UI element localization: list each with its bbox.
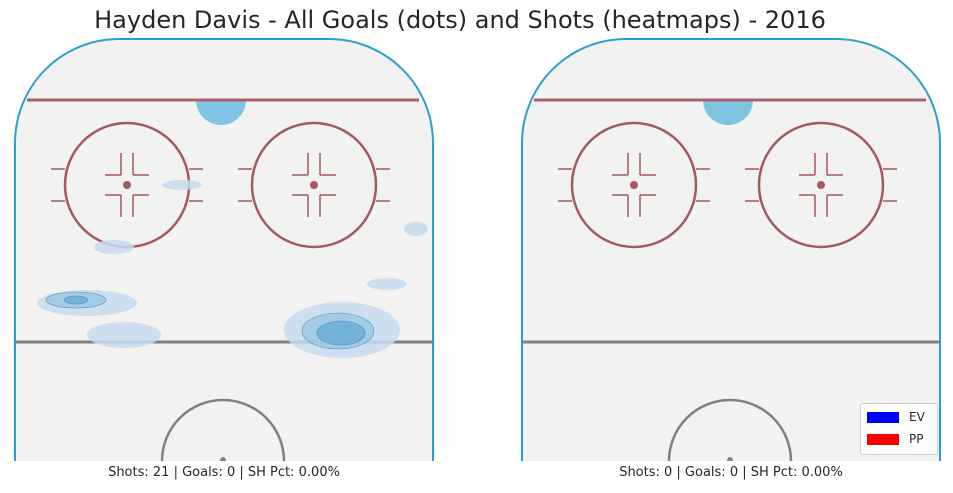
legend: EV PP bbox=[860, 403, 938, 455]
legend-item-ev: EV bbox=[867, 409, 925, 425]
shot-heat-region bbox=[63, 295, 89, 305]
legend-swatch-ev bbox=[867, 411, 899, 423]
faceoff-dot-left bbox=[123, 181, 131, 189]
center-ice-circle bbox=[667, 398, 793, 461]
left-rink-panel bbox=[14, 38, 434, 461]
faceoff-dot-left bbox=[630, 181, 638, 189]
faceoff-circle-right bbox=[250, 121, 378, 249]
faceoff-dot-right bbox=[310, 181, 318, 189]
legend-item-pp: PP bbox=[867, 431, 923, 447]
legend-label-ev: EV bbox=[909, 410, 925, 424]
left-panel-caption: Shots: 21 | Goals: 0 | SH Pct: 0.00% bbox=[108, 465, 340, 480]
center-ice-circle bbox=[160, 398, 286, 461]
shot-heat-region bbox=[316, 320, 366, 346]
right-rink-panel bbox=[521, 38, 941, 461]
rink-boards bbox=[521, 38, 941, 461]
center-ice-dot bbox=[220, 457, 226, 461]
shot-heat-region bbox=[162, 180, 202, 190]
shot-heat-region bbox=[94, 240, 134, 254]
faceoff-dot-right bbox=[817, 181, 825, 189]
shot-heat-region bbox=[404, 222, 428, 236]
center-ice-dot bbox=[727, 457, 733, 461]
legend-swatch-pp bbox=[867, 433, 899, 445]
shot-heat-region bbox=[87, 322, 161, 348]
faceoff-circle-left bbox=[570, 121, 698, 249]
legend-label-pp: PP bbox=[909, 432, 924, 446]
faceoff-circle-right bbox=[757, 121, 885, 249]
goal-crease bbox=[703, 100, 753, 125]
right-panel-caption: Shots: 0 | Goals: 0 | SH Pct: 0.00% bbox=[619, 465, 843, 480]
goal-crease bbox=[196, 100, 246, 125]
chart-title: Hayden Davis - All Goals (dots) and Shot… bbox=[94, 6, 826, 34]
shot-heat-region bbox=[367, 278, 407, 290]
